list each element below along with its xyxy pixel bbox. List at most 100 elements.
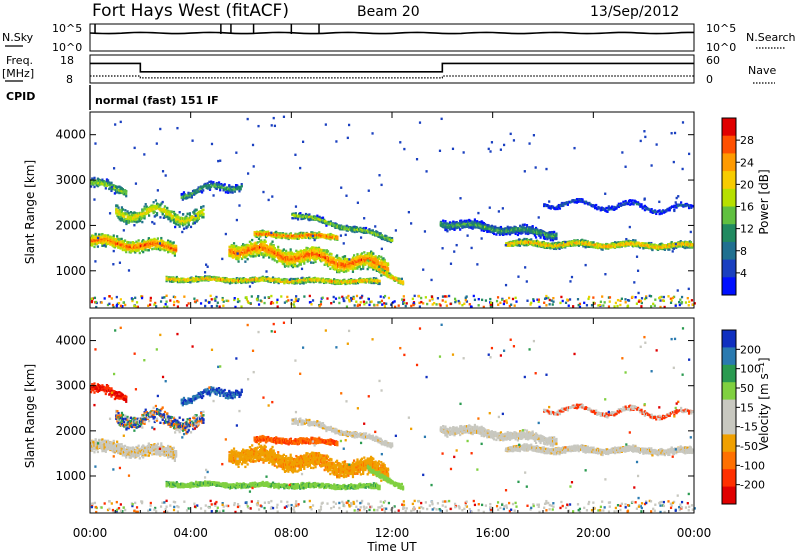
power-cell [221,184,224,187]
power-cell [125,244,128,247]
power-cell [135,220,138,224]
power-cell [338,279,341,283]
power-cell [96,235,99,238]
power-cell [344,282,347,286]
power-cell [373,278,377,281]
power-cell [180,222,184,225]
power-cell [205,279,208,282]
power-cell [228,249,231,252]
power-cell [144,246,147,249]
power-cell [253,244,256,248]
power-cell [189,281,192,284]
power-cell [231,256,235,259]
power-cell [323,253,326,257]
power-cell [351,256,355,259]
power-cell [116,242,119,245]
power-cell [372,252,375,255]
power-cell [262,276,266,280]
power-cell [164,212,168,216]
power-cell [279,280,283,283]
power-cell [132,216,135,219]
power-cell [257,248,261,251]
power-cell [138,244,141,247]
power-cell [184,221,187,224]
power-cell [197,279,200,283]
power-cell [108,187,111,191]
power-cell [187,221,190,224]
power-cell [189,192,192,195]
power-cell [185,216,188,220]
power-cell [326,250,330,253]
power-cell [192,211,195,214]
power-cell [131,213,134,217]
power-cell [179,279,182,283]
power-cell [154,205,158,208]
power-cell [294,281,297,284]
power-cell [319,280,322,284]
power-cell [189,276,192,280]
power-cell [255,246,258,250]
power-cell [198,277,201,281]
power-cell [170,210,173,213]
power-cell [243,254,246,257]
power-cell [258,243,262,247]
power-cell [104,239,107,242]
power-cell [144,203,147,206]
power-cell [232,254,236,257]
power-cell [294,212,297,215]
power-cell [127,247,130,250]
power-cell [197,278,200,281]
power-cell [251,246,254,249]
power-cell [183,197,187,200]
power-cell [172,245,175,248]
power-cell [229,250,232,253]
power-cell [225,186,229,189]
power-cell [122,245,126,249]
power-cell [197,213,201,217]
power-cell [262,248,265,251]
power-cell [345,270,348,273]
power-cell [200,277,203,281]
power-cell [227,187,230,191]
power-cell [170,277,173,281]
power-cell [248,244,252,247]
power-cell [208,188,212,191]
power-cell [254,254,257,258]
power-cell [155,213,159,217]
power-cell [232,279,235,283]
power-cell [160,241,163,244]
power-cell [168,248,171,251]
power-cell [123,239,127,242]
power-cell [102,237,105,240]
power-cell [118,212,121,216]
power-cell [183,217,186,220]
power-cell [251,278,254,281]
power-cell [124,212,127,215]
power-cell [165,248,169,252]
power-cell [282,279,285,283]
power-cell [112,239,115,242]
power-cell [96,182,99,185]
power-cell [295,281,298,284]
power-cell [146,241,149,244]
power-cell [167,210,170,213]
power-cell [261,240,264,244]
power-cell [386,267,390,270]
power-cell [198,210,202,213]
power-cell [173,254,177,257]
power-cell [216,183,220,187]
power-cell [273,259,276,262]
power-cell [140,217,143,221]
power-cell [90,236,93,239]
power-cell [245,249,248,252]
power-cell [201,277,204,281]
power-cell [335,280,338,283]
power-cell [350,278,353,281]
power-cell [356,279,360,282]
power-cell [218,277,221,281]
power-cell [171,218,174,222]
power-cell [157,244,161,248]
power-cell [163,242,166,246]
power-cell [242,279,245,283]
power-cell [240,277,243,281]
